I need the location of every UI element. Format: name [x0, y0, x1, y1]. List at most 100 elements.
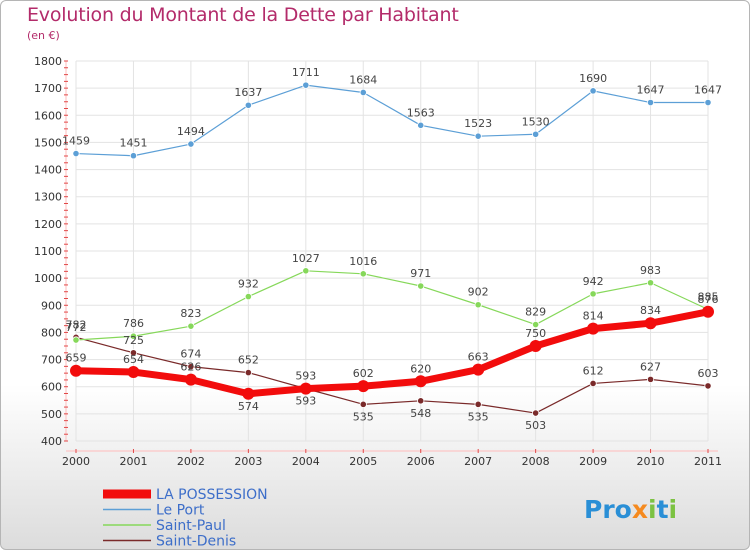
data-point-saint-paul: [417, 282, 425, 290]
data-label-saint-denis: 535: [468, 410, 489, 423]
chart-subtitle: (en €): [27, 29, 60, 42]
data-point-saint-paul: [359, 270, 367, 278]
y-tick-label: 1000: [34, 272, 62, 285]
data-label-saint-paul: 932: [238, 278, 259, 291]
data-label-la-possession: 654: [123, 353, 144, 366]
data-point-saint-paul: [532, 320, 540, 329]
data-label-la-possession: 876: [698, 293, 719, 306]
data-point-la-possession: [702, 305, 714, 318]
legend-label-saint-paul: Saint-Paul: [156, 518, 226, 534]
data-label-saint-denis: 652: [238, 354, 259, 367]
data-label-saint-denis: 674: [180, 348, 201, 361]
data-label-le-port: 1530: [522, 115, 550, 128]
series-line-la-possession: [72, 308, 712, 398]
y-tick-label: 600: [41, 381, 62, 394]
y-tick-label: 400: [41, 435, 62, 448]
x-tick-label: 2003: [234, 455, 262, 468]
data-label-saint-paul: 829: [525, 306, 546, 319]
data-point-saint-paul: [589, 290, 597, 298]
data-label-saint-paul: 902: [468, 286, 489, 299]
data-label-saint-denis: 612: [583, 364, 604, 377]
data-label-saint-paul: 983: [640, 264, 661, 277]
data-label-le-port: 1647: [694, 84, 722, 97]
data-label-la-possession: 602: [353, 367, 374, 380]
data-label-saint-denis: 593: [295, 395, 316, 408]
x-tick-label: 2007: [464, 455, 492, 468]
data-label-le-port: 1647: [637, 84, 665, 97]
data-label-saint-paul: 1027: [292, 252, 320, 265]
x-tick-label: 2001: [119, 455, 147, 468]
data-label-la-possession: 626: [180, 361, 201, 374]
data-label-la-possession: 663: [468, 351, 489, 364]
data-point-le-port: [359, 88, 367, 97]
data-label-le-port: 1563: [407, 106, 435, 119]
data-point-saint-paul: [187, 322, 195, 330]
y-tick-label: 1600: [34, 109, 62, 122]
series-line-le-port: [75, 84, 709, 157]
y-tick-label: 1100: [34, 245, 62, 258]
data-label-la-possession: 593: [295, 370, 316, 383]
data-label-saint-paul: 942: [583, 275, 604, 288]
data-point-saint-denis: [244, 368, 252, 377]
data-point-la-possession: [472, 363, 485, 376]
data-label-saint-denis: 725: [123, 334, 144, 347]
data-label-le-port: 1711: [292, 66, 320, 79]
y-tick-label: 900: [41, 299, 62, 312]
data-label-saint-denis: 782: [66, 318, 87, 331]
data-point-saint-denis: [589, 379, 597, 388]
data-point-la-possession: [587, 322, 600, 335]
data-point-saint-denis: [359, 400, 367, 408]
y-tick-label: 1800: [34, 55, 62, 68]
y-tick-label: 1700: [34, 82, 62, 95]
data-point-saint-paul: [72, 336, 80, 344]
y-tick-label: 1300: [34, 191, 62, 204]
y-tick-label: 700: [41, 354, 62, 367]
data-point-la-possession: [242, 387, 255, 400]
data-label-saint-denis: 627: [640, 360, 661, 373]
data-point-le-port: [532, 130, 540, 138]
data-point-le-port: [646, 98, 655, 107]
y-tick-label: 1500: [34, 136, 62, 149]
data-point-la-possession: [184, 373, 197, 386]
x-tick-label: 2005: [349, 455, 377, 468]
data-label-la-possession: 659: [66, 352, 87, 365]
data-label-saint-paul: 772: [66, 321, 87, 334]
data-point-la-possession: [70, 364, 82, 377]
data-label-le-port: 1523: [464, 117, 492, 130]
data-point-le-port: [417, 121, 425, 129]
data-label-la-possession: 750: [525, 327, 546, 340]
data-point-saint-paul: [302, 267, 310, 275]
data-label-saint-denis: 603: [698, 367, 719, 380]
data-label-la-possession: 814: [583, 310, 604, 323]
y-tick-label: 800: [41, 326, 62, 339]
data-point-le-port: [704, 98, 712, 107]
data-label-saint-paul: 971: [410, 267, 431, 280]
x-tick-label: 2004: [292, 455, 320, 468]
data-label-la-possession: 574: [238, 400, 259, 413]
data-point-saint-paul: [646, 279, 655, 287]
legend-label-le-port: Le Port: [156, 503, 205, 519]
data-point-le-port: [129, 152, 138, 160]
data-label-saint-denis: 548: [410, 407, 431, 420]
x-tick-label: 2000: [62, 455, 90, 468]
data-point-la-possession: [529, 340, 542, 352]
data-label-saint-paul: 823: [180, 307, 201, 320]
data-label-saint-paul: 885: [698, 290, 719, 303]
data-label-le-port: 1459: [62, 135, 90, 148]
proxiti-logo: Proxiti: [584, 495, 677, 524]
data-point-saint-denis: [704, 382, 712, 390]
data-label-le-port: 1684: [349, 73, 377, 86]
data-label-le-port: 1637: [234, 86, 262, 99]
x-tick-label: 2009: [579, 455, 607, 468]
data-label-la-possession: 834: [640, 304, 661, 317]
data-label-saint-denis: 503: [525, 419, 546, 432]
data-label-le-port: 1494: [177, 125, 205, 138]
data-point-saint-paul: [474, 301, 482, 309]
legend-label-la-possession: LA POSSESSION: [156, 487, 268, 503]
data-point-la-possession: [644, 317, 657, 330]
data-point-la-possession: [357, 380, 370, 393]
data-point-le-port: [72, 149, 80, 158]
x-tick-label: 2008: [522, 455, 550, 468]
